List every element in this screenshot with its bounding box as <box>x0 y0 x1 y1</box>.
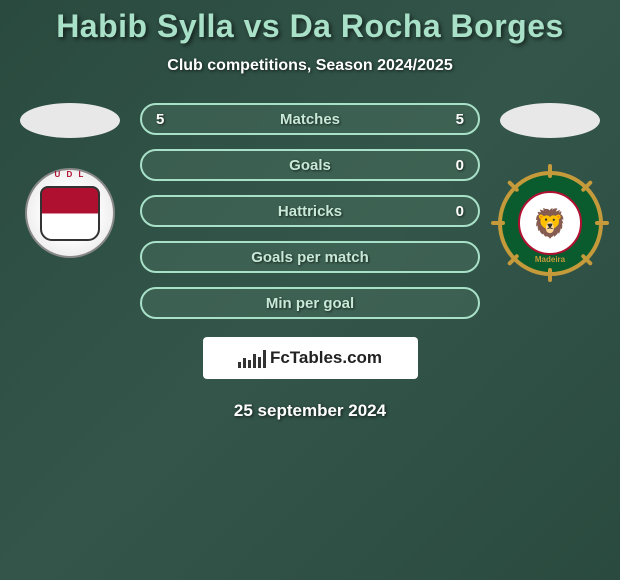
player-right-silhouette <box>500 103 600 138</box>
subtitle: Club competitions, Season 2024/2025 <box>0 57 620 75</box>
stat-label: Min per goal <box>266 295 354 312</box>
club-badge-left <box>25 168 115 258</box>
date-label: 25 september 2024 <box>0 401 620 421</box>
player-left-silhouette <box>20 103 120 138</box>
stat-label: Goals per match <box>251 249 369 266</box>
brand-chart-icon <box>238 348 266 368</box>
club-wheel-icon: 🦁 <box>498 171 603 276</box>
stats-column: 5 Matches 5 Goals 0 Hattricks 0 Goals pe… <box>130 103 490 319</box>
stat-right-value: 0 <box>456 157 464 174</box>
comparison-panel: 5 Matches 5 Goals 0 Hattricks 0 Goals pe… <box>0 103 620 319</box>
stat-row-goals: Goals 0 <box>140 149 480 181</box>
brand-text: FcTables.com <box>270 348 382 368</box>
stat-right-value: 5 <box>456 111 464 128</box>
stat-right-value: 0 <box>456 203 464 220</box>
brand-badge[interactable]: FcTables.com <box>203 337 418 379</box>
stat-left-value: 5 <box>156 111 164 128</box>
club-shield-icon <box>40 186 100 241</box>
player-left-column <box>10 103 130 258</box>
stat-label: Matches <box>280 111 340 128</box>
stat-row-min-per-goal: Min per goal <box>140 287 480 319</box>
stat-row-matches: 5 Matches 5 <box>140 103 480 135</box>
player-right-column: 🦁 <box>490 103 610 278</box>
stat-row-goals-per-match: Goals per match <box>140 241 480 273</box>
club-badge-right: 🦁 <box>495 168 605 278</box>
stat-label: Goals <box>289 157 331 174</box>
stat-row-hattricks: Hattricks 0 <box>140 195 480 227</box>
stat-label: Hattricks <box>278 203 342 220</box>
page-title: Habib Sylla vs Da Rocha Borges <box>0 0 620 45</box>
